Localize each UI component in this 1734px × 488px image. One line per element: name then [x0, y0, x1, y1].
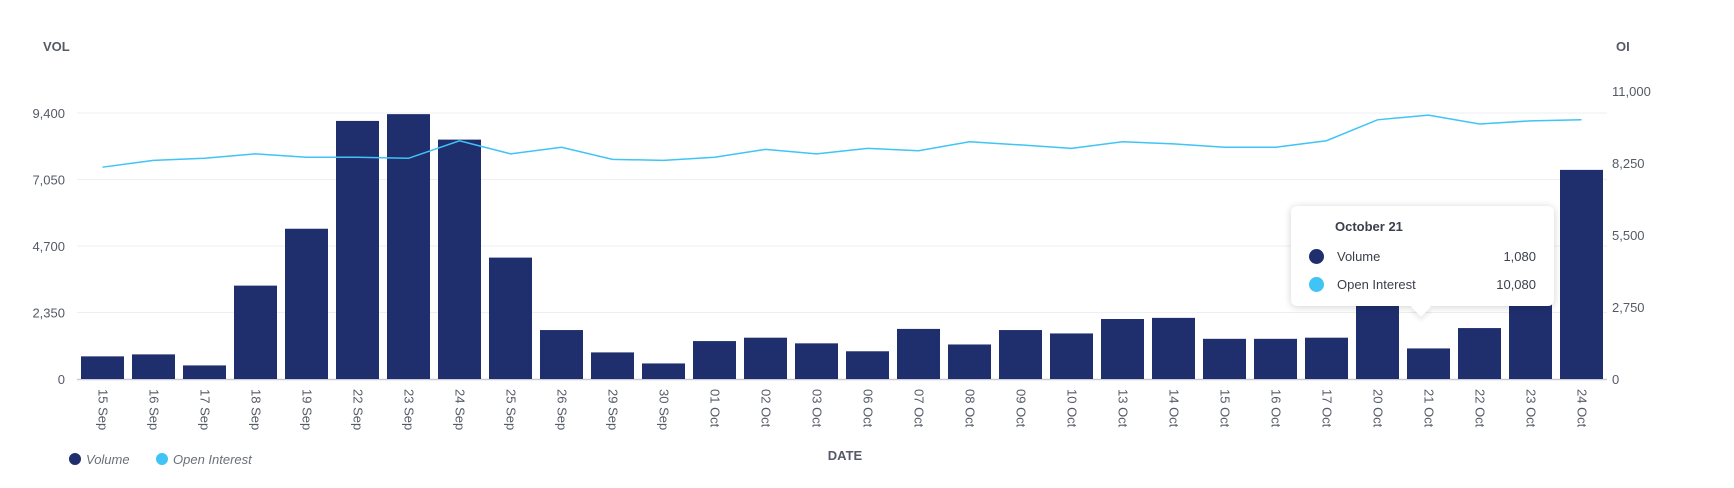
volume-bar	[846, 351, 889, 379]
volume-legend-dot-icon	[69, 453, 81, 465]
tooltip-date: October 21	[1335, 219, 1403, 234]
x-tick-label: 14 Oct	[1167, 389, 1182, 428]
x-tick-label: 24 Sep	[453, 389, 468, 430]
volume-bar	[1203, 338, 1246, 379]
y2-tick-label: 0	[1612, 372, 1619, 387]
volume-bar	[1305, 337, 1348, 379]
y-tick-label: 7,050	[32, 173, 65, 188]
volume-bar	[1152, 317, 1195, 379]
x-tick-label: 07 Oct	[912, 389, 927, 428]
x-tick-label: 29 Sep	[606, 389, 621, 430]
volume-bar	[1101, 319, 1144, 379]
x-tick-label: 01 Oct	[708, 389, 723, 428]
tooltip-value: 1,080	[1503, 248, 1536, 264]
legend: Volume Open Interest	[69, 452, 253, 467]
volume-bar	[1458, 328, 1501, 379]
x-tick-label: 21 Oct	[1422, 389, 1437, 428]
volume-bar	[285, 228, 328, 379]
x-axis-title: DATE	[828, 448, 863, 463]
x-tick-label: 22 Sep	[351, 389, 366, 430]
volume-bar	[1356, 294, 1399, 379]
y-tick-label: 4,700	[32, 239, 65, 254]
tooltip-label: Volume	[1337, 248, 1381, 264]
legend-label-open-interest: Open Interest	[173, 452, 253, 467]
volume-bar	[540, 330, 583, 379]
x-tick-label: 09 Oct	[1014, 389, 1029, 428]
volume-bar	[693, 341, 736, 379]
x-tick-label: 15 Oct	[1218, 389, 1233, 428]
volume-bar	[948, 344, 991, 379]
volume-bar	[234, 285, 277, 379]
y2-tick-label: 8,250	[1612, 156, 1645, 171]
x-tick-label: 23 Sep	[402, 389, 417, 430]
x-tick-label: 02 Oct	[759, 389, 774, 428]
volume-bar	[132, 354, 175, 379]
volume-bar	[897, 328, 940, 379]
legend-item-volume[interactable]: Volume	[69, 452, 130, 467]
volume-bar	[591, 352, 634, 379]
volume-bar	[795, 343, 838, 379]
volume-bar	[1050, 333, 1093, 379]
y-tick-label: 9,400	[32, 106, 65, 121]
volume-bar	[1560, 169, 1603, 379]
tooltip: October 21 Volume 1,080 Open Interest 10…	[1291, 206, 1554, 317]
volume-bar	[81, 356, 124, 379]
x-tick-label: 22 Oct	[1473, 389, 1488, 428]
tooltip-row-volume: Volume 1,080	[1309, 246, 1536, 266]
tooltip-row-open-interest: Open Interest 10,080	[1309, 274, 1536, 294]
x-tick-label: 18 Sep	[249, 389, 264, 430]
tooltip-label: Open Interest	[1337, 276, 1416, 292]
volume-bar	[438, 139, 481, 379]
y2-axis-title: OI	[1616, 39, 1630, 54]
volume-bar	[744, 337, 787, 379]
x-tick-label: 23 Oct	[1524, 389, 1539, 428]
tooltip-value: 10,080	[1496, 276, 1536, 292]
x-tick-label: 06 Oct	[861, 389, 876, 428]
x-tick-label: 13 Oct	[1116, 389, 1131, 428]
volume-bar	[183, 365, 226, 379]
y2-tick-label: 2,750	[1612, 300, 1645, 315]
volume-bar	[1254, 338, 1297, 379]
oi-legend-dot-icon	[156, 453, 168, 465]
volume-dot-icon	[1309, 248, 1324, 264]
volume-bar	[642, 363, 685, 379]
volume-bar	[489, 257, 532, 379]
open-interest-line	[102, 114, 1582, 168]
x-tick-label: 16 Oct	[1269, 389, 1284, 428]
x-tick-label: 25 Sep	[504, 389, 519, 430]
y-tick-label: 2,350	[32, 306, 65, 321]
x-tick-label: 16 Sep	[147, 389, 162, 430]
x-tick-label: 08 Oct	[963, 389, 978, 428]
legend-label-volume: Volume	[86, 452, 130, 467]
x-tick-label: 17 Sep	[198, 389, 213, 430]
x-tick-label: 15 Sep	[96, 389, 111, 430]
x-tick-label: 03 Oct	[810, 389, 825, 428]
y2-tick-label: 5,500	[1612, 228, 1645, 243]
y-tick-label: 0	[58, 372, 65, 387]
x-tick-label: 30 Sep	[657, 389, 672, 430]
x-tick-label: 24 Oct	[1575, 389, 1590, 428]
y2-tick-label: 11,000	[1612, 84, 1651, 99]
volume-bar	[336, 120, 379, 379]
volume-bar	[999, 330, 1042, 379]
volume-bar	[1509, 296, 1552, 379]
x-tick-label: 20 Oct	[1371, 389, 1386, 428]
legend-item-open-interest[interactable]: Open Interest	[156, 452, 253, 467]
oi-dot-icon	[1309, 276, 1324, 292]
y-axis-title: VOL	[43, 39, 70, 54]
x-tick-label: 10 Oct	[1065, 389, 1080, 428]
x-tick-label: 17 Oct	[1320, 389, 1335, 428]
x-tick-label: 19 Sep	[300, 389, 315, 430]
volume-bar	[1407, 348, 1450, 379]
x-tick-label: 26 Sep	[555, 389, 570, 430]
